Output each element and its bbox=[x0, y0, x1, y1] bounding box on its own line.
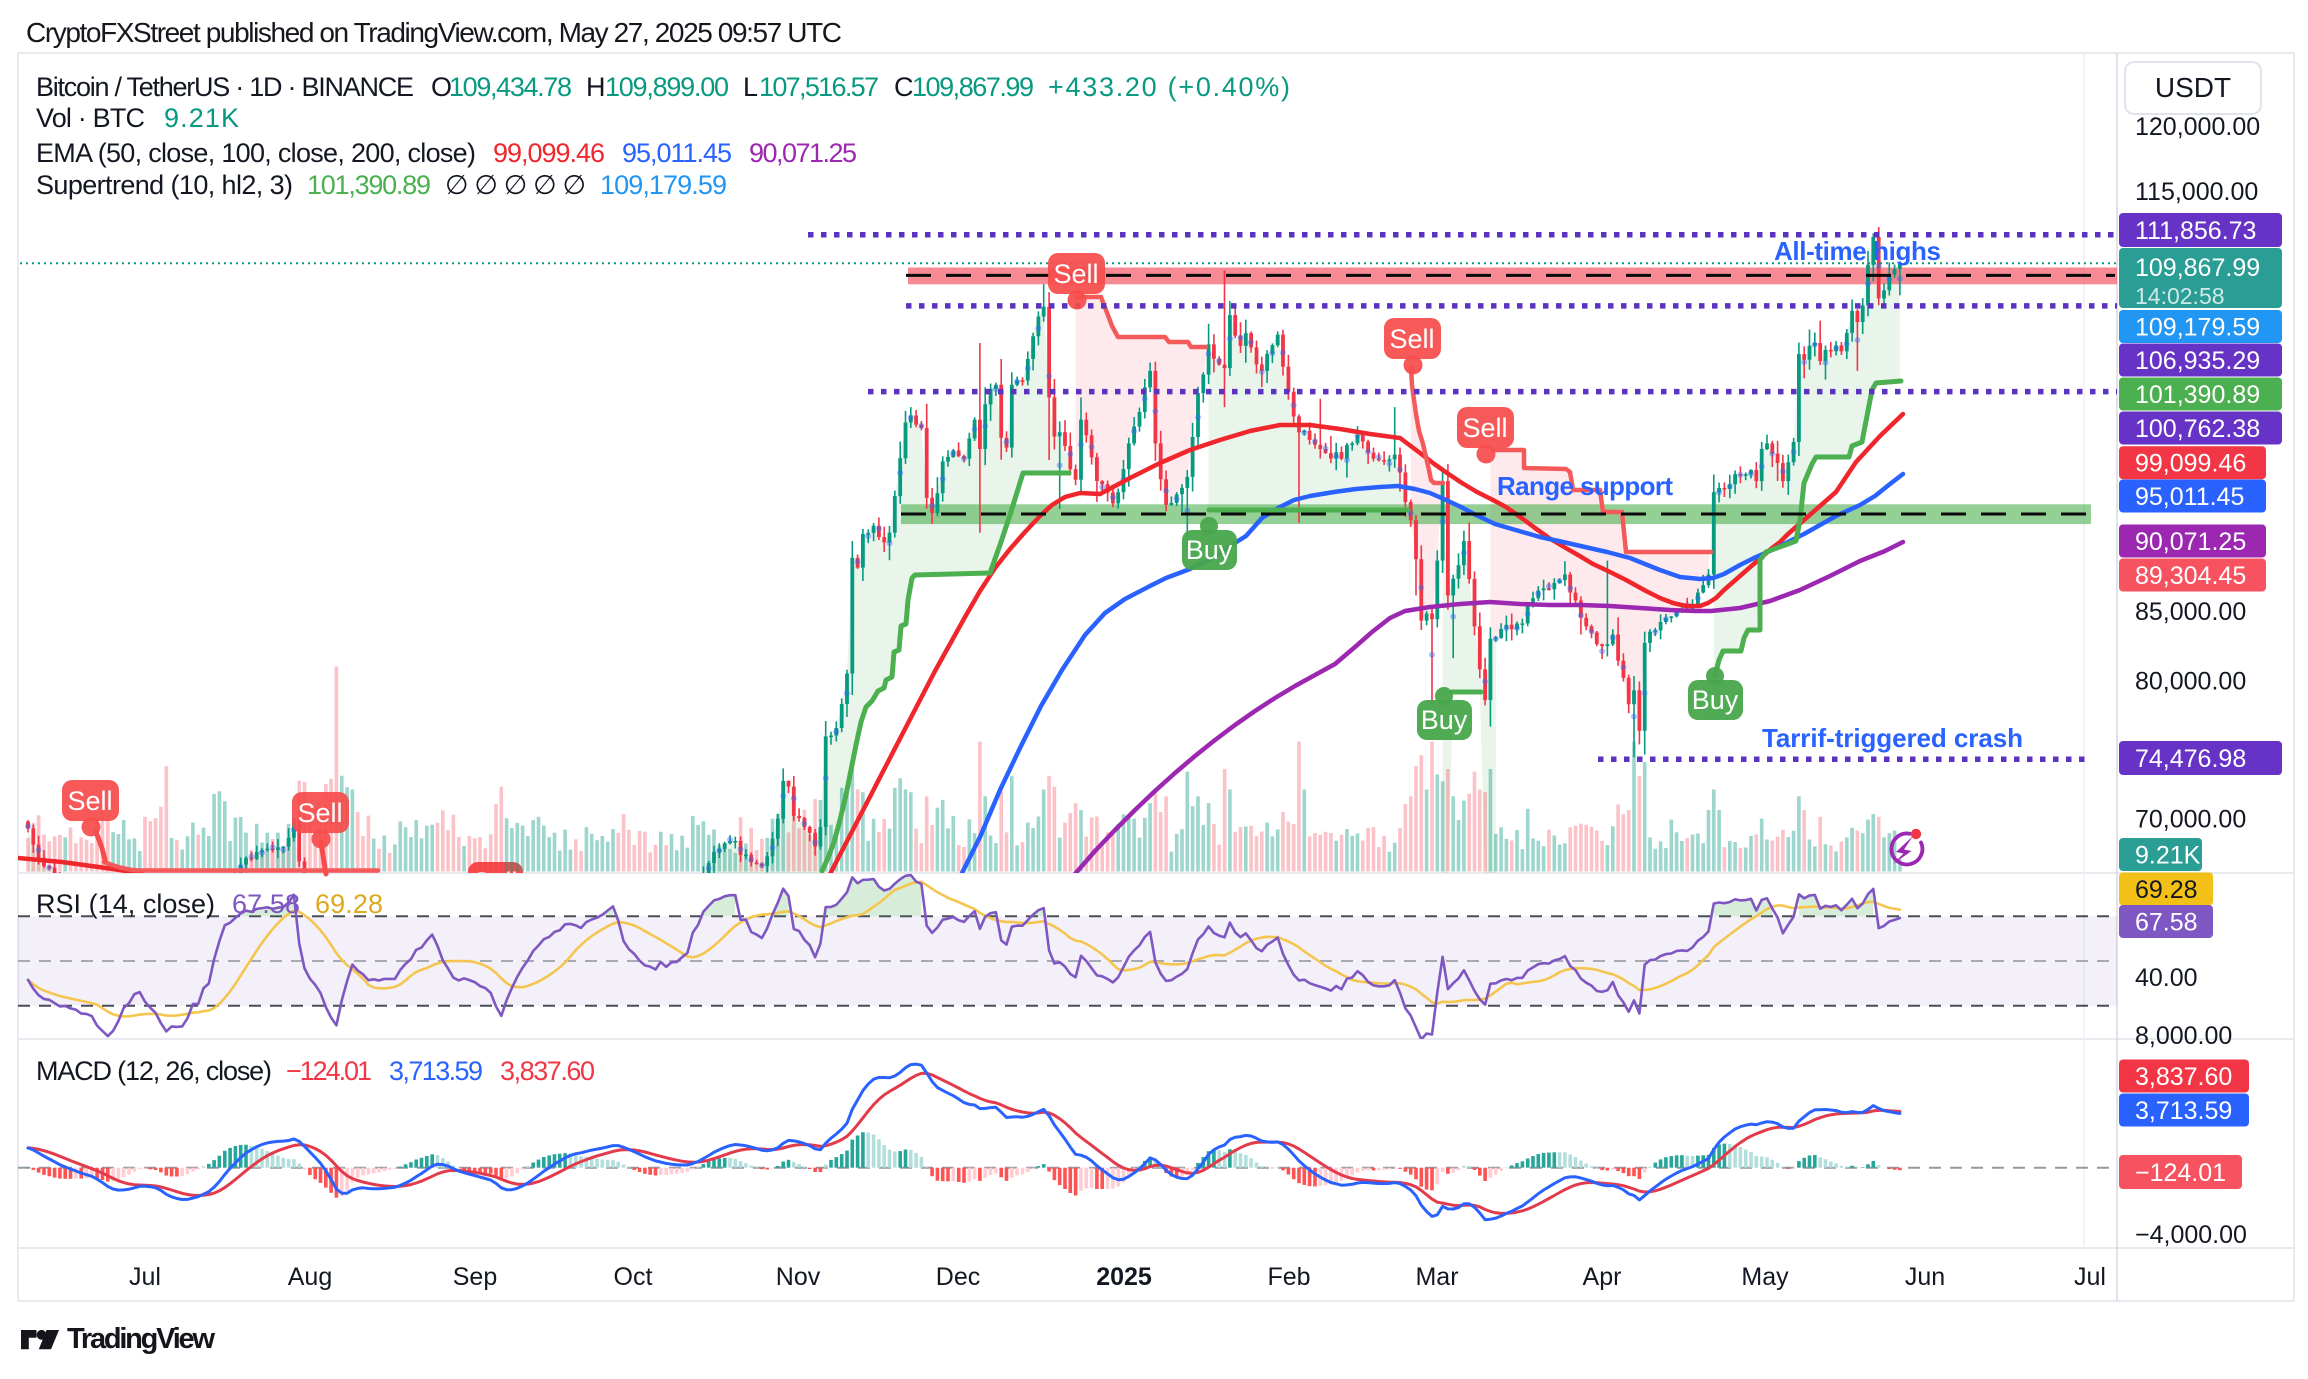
svg-text:Sell: Sell bbox=[297, 798, 342, 828]
svg-text:9.21K: 9.21K bbox=[2135, 842, 2201, 870]
svg-text:69.28: 69.28 bbox=[315, 889, 383, 919]
svg-text:8,000.00: 8,000.00 bbox=[2135, 1022, 2232, 1050]
svg-text:All-time highs: All-time highs bbox=[1774, 236, 1941, 266]
svg-text:14:02:58: 14:02:58 bbox=[2135, 283, 2225, 309]
svg-text:109,434.78: 109,434.78 bbox=[449, 72, 572, 102]
svg-text:Supertrend (10, hl2, 3): Supertrend (10, hl2, 3) bbox=[36, 170, 293, 200]
svg-text:3,837.60: 3,837.60 bbox=[2135, 1063, 2232, 1091]
svg-text:Jul: Jul bbox=[129, 1263, 161, 1291]
svg-text:3,837.60: 3,837.60 bbox=[500, 1056, 595, 1086]
svg-text:40.00: 40.00 bbox=[2135, 964, 2198, 992]
svg-text:111,856.73: 111,856.73 bbox=[2135, 217, 2256, 245]
svg-text:106,935.29: 106,935.29 bbox=[2135, 347, 2260, 375]
svg-text:Sell: Sell bbox=[1389, 324, 1434, 354]
svg-text:Sep: Sep bbox=[453, 1263, 497, 1291]
svg-text:100,762.38: 100,762.38 bbox=[2135, 415, 2260, 443]
svg-text:Jun: Jun bbox=[1905, 1263, 1945, 1291]
svg-text:Sell: Sell bbox=[1462, 413, 1507, 443]
svg-text:Feb: Feb bbox=[1267, 1263, 1310, 1291]
svg-text:L: L bbox=[743, 72, 758, 102]
svg-text:101,390.89: 101,390.89 bbox=[2135, 381, 2260, 409]
svg-text:90,071.25: 90,071.25 bbox=[749, 138, 857, 168]
svg-text:Sell: Sell bbox=[1053, 259, 1098, 289]
svg-text:+433.20 (+0.40%): +433.20 (+0.40%) bbox=[1048, 72, 1290, 102]
svg-text:109,899.00: 109,899.00 bbox=[605, 72, 729, 102]
svg-text:3,713.59: 3,713.59 bbox=[2135, 1097, 2232, 1125]
svg-text:CryptoFXStreet published on Tr: CryptoFXStreet published on TradingView.… bbox=[26, 17, 842, 48]
svg-text:3,713.59: 3,713.59 bbox=[389, 1056, 483, 1086]
svg-text:Sell: Sell bbox=[67, 786, 112, 816]
svg-text:69.28: 69.28 bbox=[2135, 876, 2198, 904]
svg-text:Apr: Apr bbox=[1583, 1263, 1622, 1291]
svg-text:EMA (50, close, 100, close, 20: EMA (50, close, 100, close, 200, close) bbox=[36, 138, 476, 168]
svg-text:95,011.45: 95,011.45 bbox=[622, 138, 732, 168]
svg-text:O: O bbox=[431, 72, 452, 102]
svg-text:Buy: Buy bbox=[1421, 705, 1468, 735]
svg-text:120,000.00: 120,000.00 bbox=[2135, 113, 2260, 141]
svg-text:67.58: 67.58 bbox=[232, 889, 300, 919]
svg-text:Nov: Nov bbox=[776, 1263, 821, 1291]
svg-text:74,476.98: 74,476.98 bbox=[2135, 745, 2246, 773]
svg-text:67.58: 67.58 bbox=[2135, 909, 2198, 937]
svg-text:Sell: Sell bbox=[472, 867, 517, 897]
svg-text:Aug: Aug bbox=[288, 1263, 332, 1291]
svg-text:Bitcoin / TetherUS · 1D · BINA: Bitcoin / TetherUS · 1D · BINANCE bbox=[36, 72, 414, 102]
svg-text:Vol · BTC: Vol · BTC bbox=[36, 103, 145, 133]
svg-text:Oct: Oct bbox=[614, 1263, 653, 1291]
svg-text:101,390.89: 101,390.89 bbox=[307, 170, 431, 200]
svg-text:107,516.57: 107,516.57 bbox=[759, 72, 879, 102]
svg-text:90,071.25: 90,071.25 bbox=[2135, 528, 2246, 556]
svg-text:−124.01: −124.01 bbox=[2135, 1159, 2226, 1187]
svg-text:85,000.00: 85,000.00 bbox=[2135, 598, 2246, 626]
svg-text:Jul: Jul bbox=[2074, 1263, 2106, 1291]
svg-text:2025: 2025 bbox=[1096, 1263, 1152, 1291]
svg-text:Range support: Range support bbox=[1497, 471, 1673, 501]
svg-text:109,867.99: 109,867.99 bbox=[912, 72, 1034, 102]
svg-text:MACD (12, 26, close): MACD (12, 26, close) bbox=[36, 1056, 272, 1086]
svg-text:Buy: Buy bbox=[1692, 685, 1739, 715]
svg-text:9.21K: 9.21K bbox=[164, 103, 239, 133]
svg-text:99,099.46: 99,099.46 bbox=[493, 138, 605, 168]
svg-text:−4,000.00: −4,000.00 bbox=[2135, 1221, 2247, 1249]
svg-text:C: C bbox=[894, 72, 914, 102]
svg-text:Mar: Mar bbox=[1415, 1263, 1458, 1291]
svg-text:USDT: USDT bbox=[2155, 72, 2231, 103]
svg-text:89,304.45: 89,304.45 bbox=[2135, 562, 2246, 590]
svg-text:Buy: Buy bbox=[1186, 535, 1233, 565]
svg-text:Tarrif-triggered crash: Tarrif-triggered crash bbox=[1762, 723, 2023, 753]
svg-text:May: May bbox=[1741, 1263, 1789, 1291]
svg-text:80,000.00: 80,000.00 bbox=[2135, 668, 2246, 696]
svg-text:70,000.00: 70,000.00 bbox=[2135, 806, 2246, 834]
svg-text:RSI (14, close): RSI (14, close) bbox=[36, 889, 215, 919]
svg-text:Dec: Dec bbox=[936, 1263, 980, 1291]
svg-text:TradingView: TradingView bbox=[67, 1323, 215, 1355]
svg-text:∅ ∅ ∅ ∅ ∅: ∅ ∅ ∅ ∅ ∅ bbox=[445, 170, 586, 200]
svg-text:109,867.99: 109,867.99 bbox=[2135, 254, 2260, 282]
svg-text:109,179.59: 109,179.59 bbox=[600, 170, 727, 200]
svg-text:99,099.46: 99,099.46 bbox=[2135, 450, 2246, 478]
svg-text:95,011.45: 95,011.45 bbox=[2135, 483, 2244, 511]
svg-text:115,000.00: 115,000.00 bbox=[2135, 178, 2258, 206]
svg-text:H: H bbox=[586, 72, 606, 102]
svg-text:−124.01: −124.01 bbox=[286, 1056, 372, 1086]
svg-text:109,179.59: 109,179.59 bbox=[2135, 314, 2260, 342]
